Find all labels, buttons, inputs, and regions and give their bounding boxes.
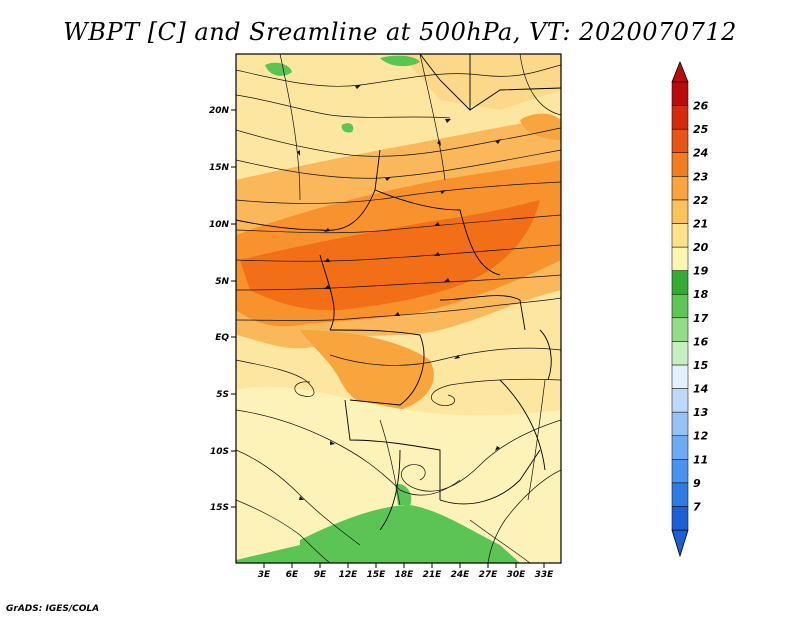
colorbar-cell [671, 270, 689, 295]
colorbar-cell [671, 152, 689, 177]
colorbar-cell [671, 317, 689, 342]
lon-label-33e: 33E [535, 570, 555, 580]
colorbar-bottom-arrow [671, 529, 689, 558]
lon-tick-27e: 27E [479, 563, 499, 580]
lat-axis: 20N 15N 10N 5N EQ 5S 10S 15S [209, 106, 236, 513]
colorbar-label: 21 [693, 217, 708, 230]
lat-tick-eq: EQ [215, 333, 236, 343]
colorbar-label: 25 [693, 123, 709, 136]
lat-tick-15n: 15N [209, 163, 236, 173]
map-title: WBPT [C] and Sreamline at 500hPa, VT: 20… [63, 18, 737, 46]
colorbar-label: 24 [693, 147, 708, 160]
colorbar-cell [671, 506, 689, 531]
lon-label-24e: 24E [451, 570, 471, 580]
colorbar-cell [671, 176, 689, 201]
colorbar-label: 20 [693, 241, 709, 254]
colorbar-label: 7 [693, 500, 701, 513]
lat-tick-5n: 5N [215, 277, 236, 287]
lat-label-20n: 20N [209, 106, 230, 116]
colorbar-cell [671, 341, 689, 366]
lon-tick-24e: 24E [451, 563, 471, 580]
colorbar-cell [671, 293, 689, 319]
lon-axis: 3E 6E 9E 12E 15E 18E 21E 24E 27E 30E 33E [258, 563, 554, 580]
colorbar-cell [671, 81, 689, 106]
colorbar-label: 26 [693, 100, 709, 113]
lat-label-10s: 10S [210, 447, 229, 457]
colorbar-cell [671, 199, 689, 224]
colorbar-label: 18 [693, 288, 709, 301]
colorbar-label: 11 [693, 453, 708, 466]
colorbar-cell [671, 223, 689, 248]
lon-tick-6e: 6E [286, 563, 299, 580]
lon-label-9e: 9E [314, 570, 327, 580]
lat-tick-15s: 15S [210, 503, 236, 513]
temperature-field [236, 54, 561, 563]
lon-tick-3e: 3E [258, 563, 271, 580]
colorbar-cell [671, 411, 689, 436]
lat-label-15s: 15S [210, 503, 229, 513]
colorbar-label: 17 [693, 312, 709, 325]
lat-label-eq: EQ [215, 333, 229, 343]
colorbar-label: 13 [693, 406, 709, 419]
colorbar-cell [671, 128, 689, 153]
lon-tick-30e: 30E [507, 563, 527, 580]
lat-tick-10s: 10S [210, 447, 236, 457]
colorbar-label: 15 [693, 359, 709, 372]
lat-label-5n: 5N [215, 277, 229, 287]
lat-tick-10n: 10N [209, 220, 236, 230]
lon-tick-15e: 15E [367, 563, 387, 580]
lat-tick-20n: 20N [209, 106, 236, 116]
colorbar-label: 22 [693, 194, 709, 207]
lon-label-27e: 27E [479, 570, 499, 580]
colorbar-top-arrow [671, 60, 689, 83]
colorbar-label: 23 [693, 170, 709, 183]
colorbar-cell [671, 246, 689, 271]
footer-credit: GrADS: IGES/COLA [6, 604, 100, 614]
lat-label-15n: 15N [209, 163, 230, 173]
lat-label-10n: 10N [209, 220, 230, 230]
colorbar-cell [671, 364, 689, 389]
lon-label-12e: 12E [339, 570, 359, 580]
lon-tick-21e: 21E [423, 563, 443, 580]
colorbar-cell [671, 459, 689, 484]
lat-label-5s: 5S [216, 390, 229, 400]
lon-label-3e: 3E [258, 570, 271, 580]
colorbar: 7 9 11 12 13 14 15 16 17 18 19 20 21 22 23 24 25 26 [671, 60, 709, 558]
lon-tick-18e: 18E [395, 563, 415, 580]
lon-label-30e: 30E [507, 570, 527, 580]
colorbar-label: 14 [693, 383, 708, 396]
lon-tick-33e: 33E [535, 563, 555, 580]
lon-label-21e: 21E [423, 570, 443, 580]
colorbar-cell [671, 388, 689, 413]
colorbar-label: 12 [693, 430, 709, 443]
lon-tick-9e: 9E [314, 563, 327, 580]
colorbar-cell [671, 482, 689, 507]
colorbar-label: 19 [693, 265, 709, 278]
lon-label-15e: 15E [367, 570, 387, 580]
map-frame [235, 53, 562, 564]
colorbar-cell [671, 435, 689, 460]
colorbar-cell [671, 105, 689, 130]
lon-label-18e: 18E [395, 570, 415, 580]
colorbar-label: 9 [693, 477, 701, 490]
lon-tick-12e: 12E [339, 563, 359, 580]
lat-tick-5s: 5S [216, 390, 236, 400]
lon-label-6e: 6E [286, 570, 299, 580]
colorbar-label: 16 [693, 335, 709, 348]
